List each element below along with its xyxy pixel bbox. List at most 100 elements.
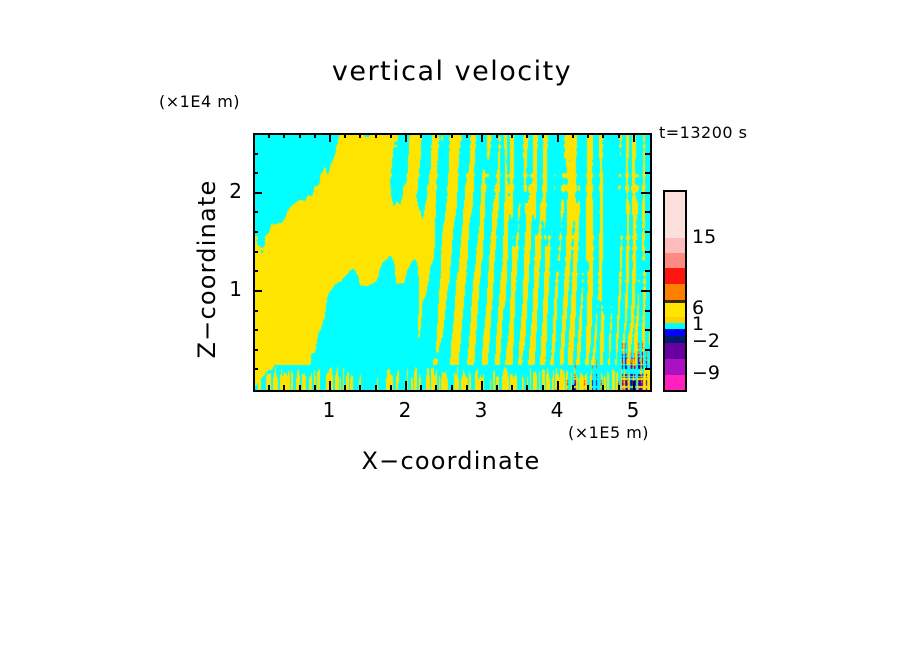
x-tick-top — [420, 133, 422, 138]
y-tick-right — [645, 153, 650, 155]
x-tick — [542, 385, 544, 390]
x-tick-label: 4 — [550, 398, 564, 422]
x-tick-top — [435, 133, 437, 138]
y-tick-right — [645, 231, 650, 233]
y-tick — [253, 192, 262, 194]
colorbar-label: 1 — [692, 313, 705, 335]
x-tick-top — [496, 133, 498, 138]
colorbar-band — [665, 317, 685, 323]
y-tick — [253, 310, 258, 312]
x-tick-top — [466, 133, 468, 138]
colorbar-band — [665, 323, 685, 329]
x-tick — [405, 381, 407, 390]
x-tick — [633, 381, 635, 390]
y-tick-right — [645, 329, 650, 331]
x-tick-label: 3 — [474, 398, 488, 422]
x-tick-top — [283, 133, 285, 138]
x-tick-top — [451, 133, 453, 138]
x-tick-top — [511, 133, 513, 138]
x-tick-top — [557, 133, 559, 142]
y-tick — [253, 329, 258, 331]
x-tick-top — [299, 133, 301, 138]
colorbar-band — [665, 253, 685, 268]
x-tick — [511, 385, 513, 390]
colorbar-band — [665, 300, 685, 303]
x-tick-top — [542, 133, 544, 138]
x-tick-label: 5 — [626, 398, 640, 422]
colorbar-label: −2 — [692, 330, 721, 352]
y-tick-right — [645, 368, 650, 370]
timestamp-label: t=13200 s — [659, 123, 748, 142]
colorbar-band — [665, 192, 685, 238]
y-unit-label: (×1E4 m) — [159, 92, 241, 111]
colorbar-band — [665, 268, 685, 284]
x-tick-top — [602, 133, 604, 138]
x-tick — [375, 385, 377, 390]
colorbar-band — [665, 343, 685, 359]
x-tick — [618, 385, 620, 390]
x-tick-top — [314, 133, 316, 138]
y-tick — [253, 211, 258, 213]
x-tick-top — [375, 133, 377, 138]
x-tick — [435, 385, 437, 390]
x-tick-label: 1 — [322, 398, 336, 422]
y-tick-right — [645, 349, 650, 351]
x-tick — [420, 385, 422, 390]
x-tick — [390, 385, 392, 390]
x-unit-label: (×1E5 m) — [568, 423, 650, 442]
x-tick — [466, 385, 468, 390]
colorbar-band — [665, 303, 685, 310]
contour-field — [255, 135, 650, 390]
x-tick — [283, 385, 285, 390]
y-tick — [253, 251, 258, 253]
contour-plot-area — [253, 133, 652, 392]
x-tick-top — [526, 133, 528, 138]
y-tick — [253, 349, 258, 351]
x-tick — [344, 385, 346, 390]
page-title: vertical velocity — [331, 56, 573, 87]
x-tick — [268, 385, 270, 390]
colorbar-band — [665, 336, 685, 343]
colorbar-band — [665, 375, 685, 390]
y-tick — [253, 153, 258, 155]
x-tick-top — [618, 133, 620, 138]
x-tick — [359, 385, 361, 390]
x-tick — [602, 385, 604, 390]
colorbar-band — [665, 284, 685, 300]
colorbar-band — [665, 329, 685, 336]
colorbar-label: 15 — [692, 226, 717, 248]
x-tick — [526, 385, 528, 390]
x-tick — [329, 381, 331, 390]
x-tick — [557, 381, 559, 390]
colorbar-band — [665, 359, 685, 375]
x-tick-top — [572, 133, 574, 138]
x-tick-top — [390, 133, 392, 138]
y-tick-right — [645, 270, 650, 272]
y-tick-right — [645, 251, 650, 253]
y-tick-right — [645, 172, 650, 174]
y-tick-right — [645, 211, 650, 213]
colorbar-band — [665, 310, 685, 317]
y-tick — [253, 290, 262, 292]
y-tick-right — [645, 310, 650, 312]
x-tick — [572, 385, 574, 390]
y-tick-right — [641, 290, 650, 292]
x-tick — [587, 385, 589, 390]
y-tick — [253, 231, 258, 233]
x-tick — [496, 385, 498, 390]
x-tick — [314, 385, 316, 390]
y-tick — [253, 368, 258, 370]
x-tick-top — [268, 133, 270, 138]
x-tick-top — [481, 133, 483, 142]
x-tick — [481, 381, 483, 390]
y-tick — [253, 270, 258, 272]
y-tick-label: 1 — [229, 277, 242, 301]
colorbar-label: 6 — [692, 297, 705, 319]
x-tick-top — [344, 133, 346, 138]
y-tick — [253, 172, 258, 174]
colorbar — [663, 190, 687, 392]
x-tick-top — [405, 133, 407, 142]
y-axis-title: Z−coordinate — [193, 179, 221, 359]
x-tick — [299, 385, 301, 390]
